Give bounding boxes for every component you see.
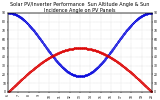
Title: Solar PV/Inverter Performance  Sun Altitude Angle & Sun Incidence Angle on PV Pa: Solar PV/Inverter Performance Sun Altitu…	[10, 2, 150, 13]
